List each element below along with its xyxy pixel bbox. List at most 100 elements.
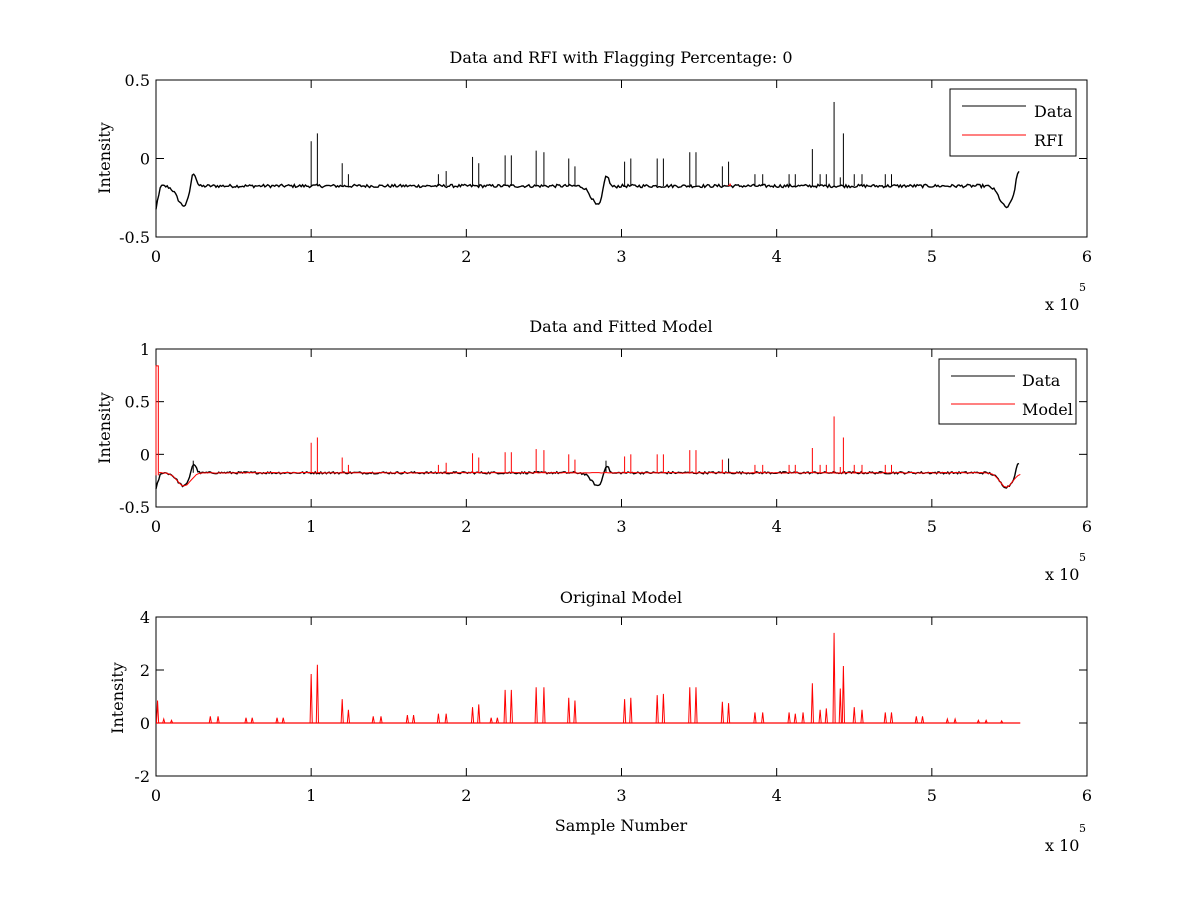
panel-3-model-spike	[379, 716, 383, 724]
panel-1-xtick-label: 5	[927, 247, 937, 266]
panel-3-model-spike	[489, 717, 493, 724]
panel-3-model-spike	[852, 707, 856, 724]
panel-3-xtick-label: 0	[151, 786, 161, 805]
panel-3-model-spike	[832, 632, 836, 724]
panel-1-xtick-label: 3	[616, 247, 626, 266]
panel-1-xtick-label: 1	[306, 247, 316, 266]
panel-1-xtick-label: 2	[461, 247, 471, 266]
panel-3-model-spike	[694, 687, 698, 724]
panel-1-ytick-label: 0.5	[125, 71, 150, 90]
panel-3-model-spike	[841, 666, 845, 724]
panel-1-xtick-label: 0	[151, 247, 161, 266]
panel-3-model-spike	[309, 673, 313, 724]
panel-2-x-multiplier: x 10	[1045, 565, 1079, 584]
panel-3-model-spike	[567, 697, 571, 724]
panel-3-model-spike	[860, 709, 864, 724]
panel-3-model-spike	[661, 693, 665, 724]
panel-3-model-spike	[726, 703, 731, 724]
panel-3-model-spike	[953, 717, 957, 724]
panel-3-model-spike	[436, 713, 440, 724]
panel-3-ylabel: Intensity	[108, 662, 127, 734]
panel-1-xtick-label: 6	[1082, 247, 1092, 266]
panel-2-xtick-label: 5	[927, 517, 937, 536]
panel-2-ylabel: Intensity	[95, 392, 114, 464]
panel-3-model-spike	[945, 717, 949, 724]
panel-2-legend-box	[938, 358, 1077, 425]
panel-3-model-spike	[818, 709, 822, 724]
panel-3-model-spike	[281, 717, 285, 724]
panel-1-plot: 0 1 2 3 4 5 6-0.500.5	[119, 71, 1092, 266]
panel-2-xtick-label: 0	[151, 517, 161, 536]
panel-3-ytick-label: -2	[134, 767, 150, 786]
panel-3-model-spike	[477, 704, 481, 724]
panel-1-x-multiplier-exp: 5	[1079, 281, 1086, 294]
panel-3-model-spike	[411, 714, 416, 724]
panel-3-xtick-label: 6	[1082, 786, 1092, 805]
panel-3-model-spike	[250, 717, 254, 724]
panel-1-ylabel: Intensity	[95, 122, 114, 194]
panel-3-xtick-label: 5	[927, 786, 937, 805]
panel-3-model-spike	[787, 712, 791, 724]
panel-3-model-spike	[688, 687, 692, 724]
panel-2-ytick-label: 1	[140, 340, 150, 359]
panel-1-ytick-label: 0	[140, 150, 150, 169]
panel-3-model-spike	[216, 716, 220, 724]
panel-3-ytick-label: 2	[140, 661, 150, 680]
panel-3-model-spike	[720, 701, 724, 724]
panel-3-model-spike	[573, 700, 577, 724]
panel-1-data-line	[155, 171, 1020, 210]
panel-2-title: Data and Fitted Model	[529, 317, 712, 336]
panel-2: Data and Fitted Model Intensity 0 1 2 3 4 5 6 -…	[95, 317, 1092, 584]
panel-3-model-spike	[244, 717, 248, 724]
panel-3-model-spike	[275, 717, 279, 724]
panel-3-model-spike	[793, 713, 797, 724]
panel-3-model-spike	[655, 695, 659, 724]
panel-1-x-multiplier: x 10	[1045, 295, 1079, 314]
panel-1-axes-box	[155, 79, 1088, 238]
panel-2-xtick-label: 1	[306, 517, 316, 536]
panel-2-xtick-label: 2	[461, 517, 471, 536]
panel-3-model-spike	[534, 687, 538, 724]
panel-1-legend-label-rfi: RFI	[1034, 131, 1063, 150]
panel-3-model-spike	[542, 687, 546, 724]
panel-3-model-spike	[162, 717, 166, 724]
panel-3-xlabel: Sample Number	[555, 816, 688, 835]
panel-3-model-spike	[155, 700, 160, 724]
panel-3-xtick-label: 4	[772, 786, 782, 805]
panel-3-xtick-label: 2	[461, 786, 471, 805]
panel-2-model-initial-spike	[155, 365, 159, 476]
panel-2-x-multiplier-exp: 5	[1079, 551, 1086, 564]
panel-3-model-spike	[470, 707, 475, 724]
panel-3-model-spike	[340, 699, 344, 724]
panel-3-model-spike	[838, 688, 842, 724]
panel-3-model-spike	[810, 683, 814, 724]
panel-3-ytick-label: 0	[140, 714, 150, 733]
panel-3-model-spike	[984, 719, 988, 724]
panel-3-model-spike	[761, 712, 765, 724]
panel-1-title: Data and RFI with Flagging Percentage: 0	[449, 48, 792, 67]
panel-3-model-spike	[315, 664, 319, 724]
panel-3-model-spike	[346, 709, 350, 724]
panel-2-data-line	[155, 462, 1020, 489]
panel-3-xtick-label: 1	[306, 786, 316, 805]
panel-3-axes-box	[155, 616, 1088, 777]
panel-2-ytick-label: 0	[140, 445, 150, 464]
panel-1-ytick-label: -0.5	[119, 228, 150, 247]
panel-2-ytick-label: 0.5	[125, 393, 150, 412]
panel-3-model-spike	[889, 712, 894, 724]
panel-1-legend-box	[949, 88, 1077, 157]
panel-3-ytick-label: 4	[140, 608, 150, 627]
panel-2-xtick-label: 3	[616, 517, 626, 536]
panel-2-legend-label-data: Data	[1022, 371, 1061, 390]
panel-3-model-spike	[405, 714, 409, 724]
panel-3-x-multiplier-exp: 5	[1079, 822, 1086, 835]
panel-3-model-spike	[509, 689, 513, 724]
panel-3-model-spike	[495, 717, 499, 724]
panel-3-model-spike	[920, 716, 925, 724]
panel-3-model-spike	[629, 697, 633, 724]
panel-3-model-spike	[824, 708, 828, 724]
panel-3-model-spike	[801, 712, 805, 724]
panel-1-legend-label-data: Data	[1034, 102, 1073, 121]
